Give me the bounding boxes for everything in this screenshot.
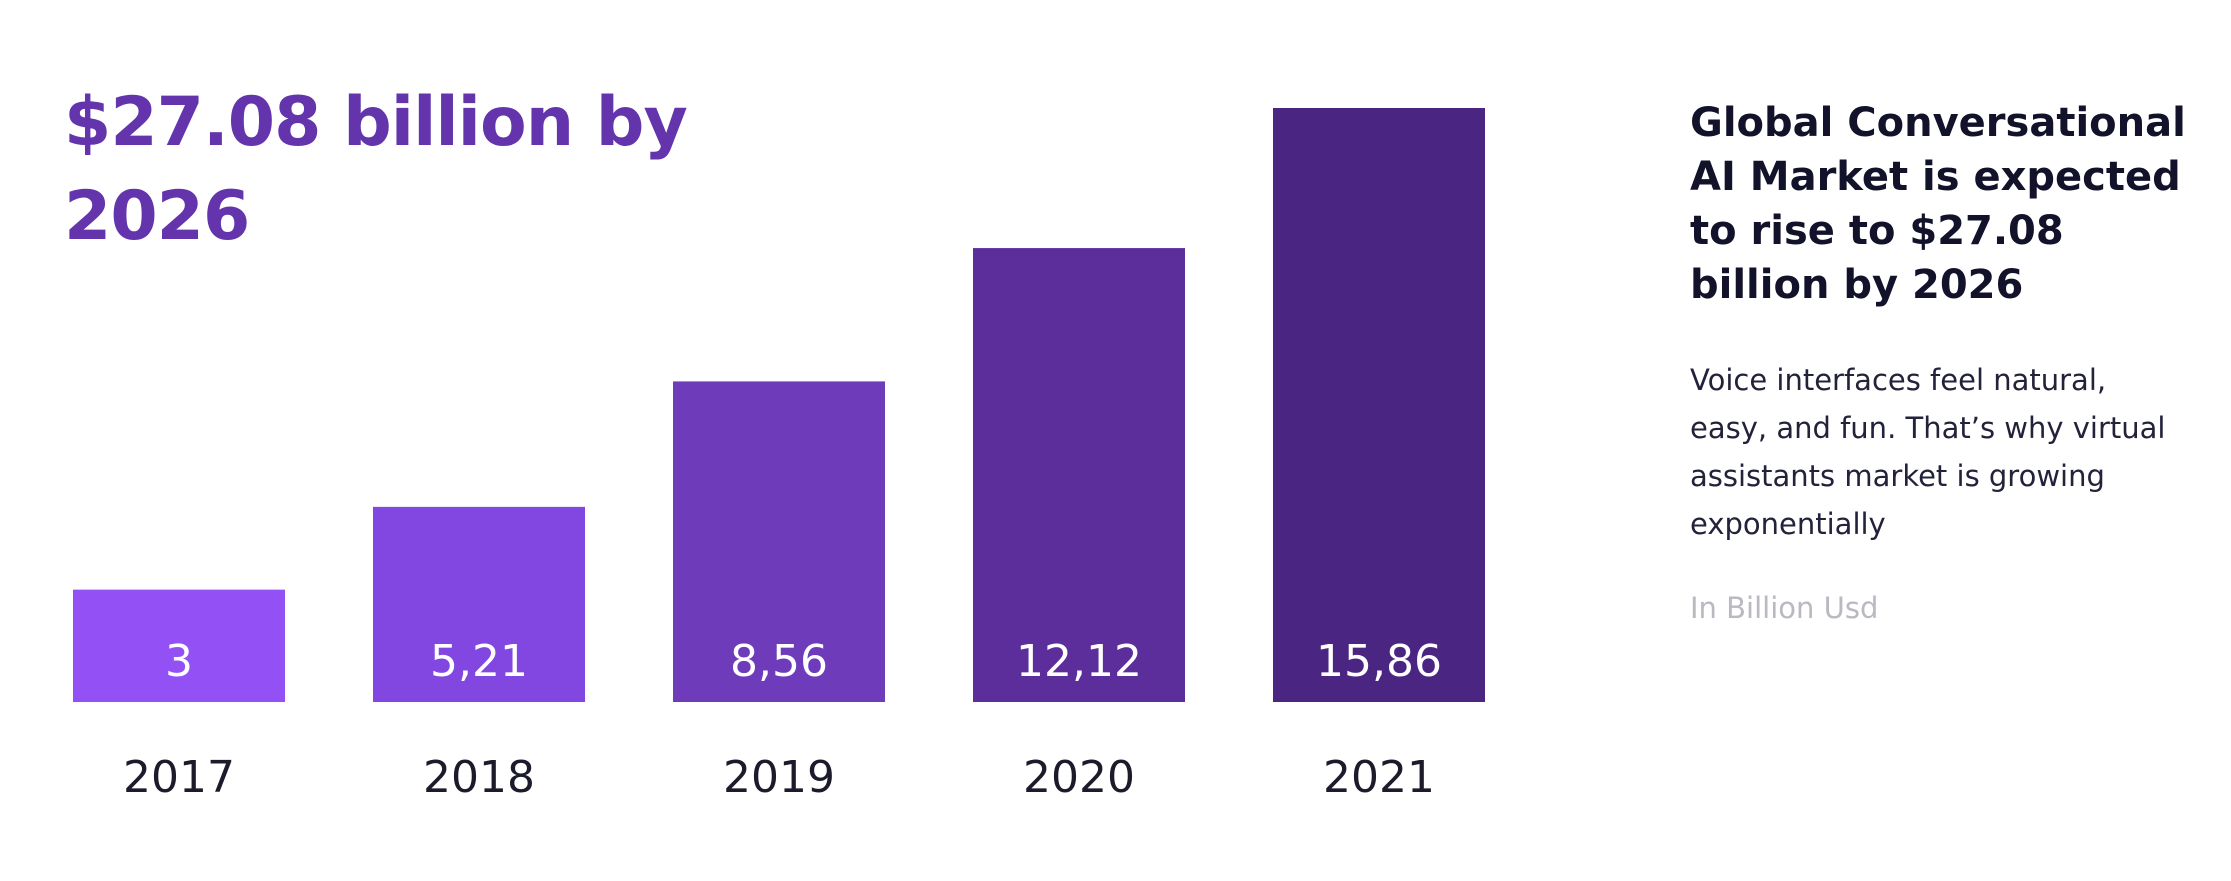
unit-note: In Billion Usd	[1690, 591, 1879, 625]
bar-value-label: 12,12	[1016, 636, 1142, 687]
x-tick-label: 2019	[723, 752, 835, 803]
bar-chart: 3 2017 5,21 2018 8,56 2019 12,12 2020 15,86 2021	[73, 108, 1485, 803]
side-panel-body: Voice interfaces feel natural, easy, and…	[1690, 363, 2166, 541]
bar-value-label: 8,56	[730, 636, 828, 687]
side-panel: Global Conversational AI Market is expec…	[1690, 96, 2190, 628]
bar-2017	[73, 589, 285, 702]
bar-value-label: 15,86	[1316, 636, 1442, 687]
bar-2021	[1273, 108, 1485, 702]
x-tick-label: 2018	[423, 752, 535, 803]
bar-2019	[673, 381, 885, 702]
bar-2020	[973, 248, 1185, 703]
headline: $27.08 billion by 2026	[64, 83, 688, 256]
bar-value-label: 5,21	[430, 636, 528, 687]
x-tick-label: 2017	[123, 752, 235, 803]
bar-2018	[373, 506, 585, 702]
x-tick-label: 2020	[1023, 752, 1135, 803]
side-panel-title: Global Conversational AI Market is expec…	[1690, 100, 2186, 308]
x-tick-label: 2021	[1323, 752, 1435, 803]
bar-value-label: 3	[165, 636, 193, 687]
